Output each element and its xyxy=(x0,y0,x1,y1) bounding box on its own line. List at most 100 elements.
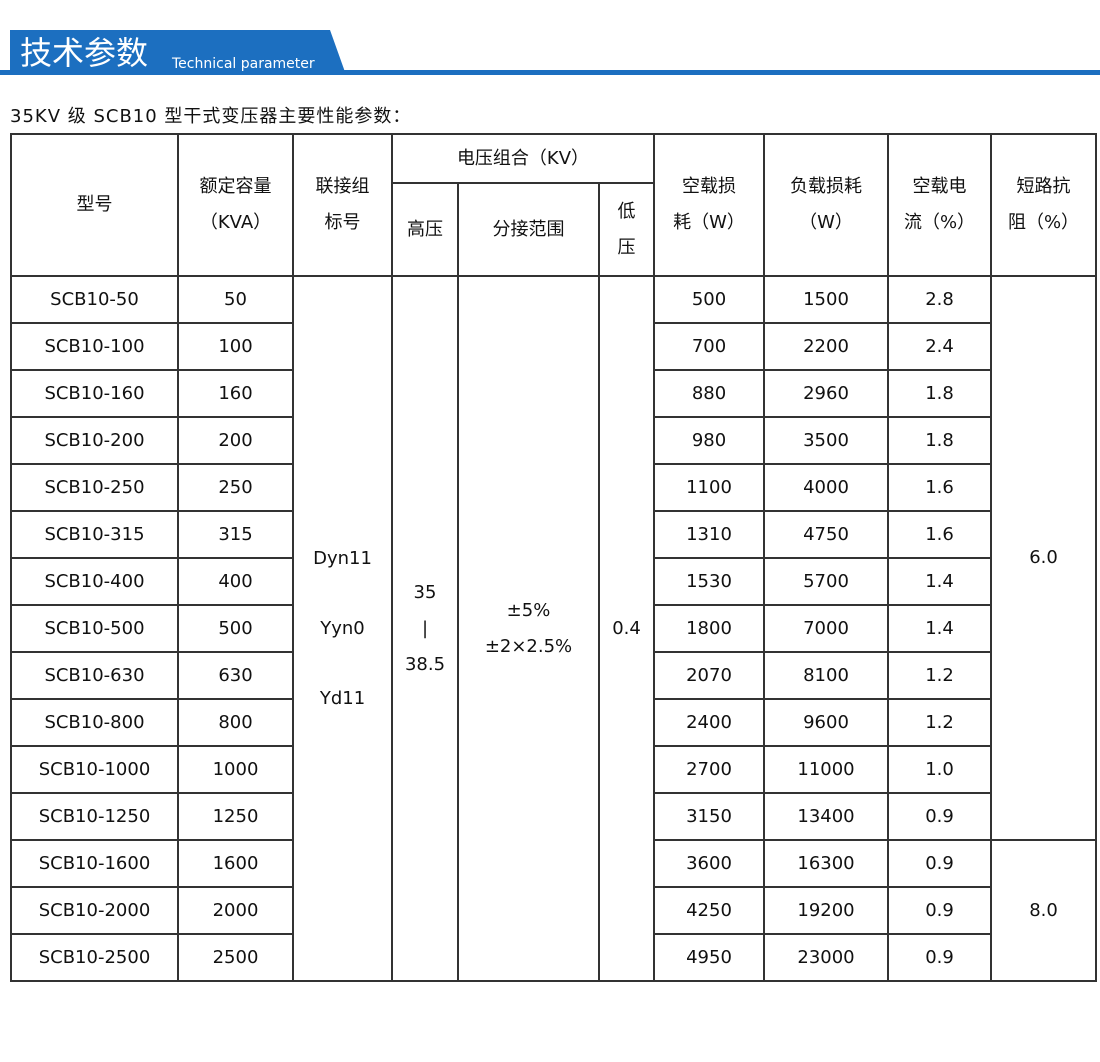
rule xyxy=(0,70,1100,75)
no-load-loss-cell: 2400 xyxy=(653,698,766,747)
no-load-loss-cell: 500 xyxy=(653,275,766,324)
no-load-current-cell: 2.4 xyxy=(887,322,993,371)
capacity-cell: 400 xyxy=(177,557,294,606)
low-voltage-cell: 0.4 xyxy=(597,275,656,982)
load-loss-cell: 4000 xyxy=(763,463,890,512)
data-row: SCB10-200 200 980 3500 1.8 xyxy=(10,416,1096,465)
tap-range-cell-line: ±5% xyxy=(506,599,551,621)
load-loss-cell: 11000 xyxy=(763,745,890,794)
connection-cell: Dyn11 Yyn0 Yd11 xyxy=(292,275,393,982)
capacity-cell: 160 xyxy=(177,369,294,418)
no-load-current-cell: 0.9 xyxy=(887,886,993,935)
model-cell: SCB10-1600 xyxy=(10,839,179,888)
table-head: 型号 额定容量 （KVA） 联接组 标号 电压组合（KV） 空载损 耗（W） 负载损耗 （W） 空载… xyxy=(10,133,1098,277)
load-loss-cell: 19200 xyxy=(763,886,890,935)
header-cell-line: 短路抗 xyxy=(1016,176,1071,197)
no-load-current-cell: 1.0 xyxy=(887,745,993,794)
connection-cell-line: Yd11 xyxy=(319,687,366,709)
header-cell: 额定容量 （KVA） xyxy=(177,133,294,277)
no-load-loss-cell: 880 xyxy=(653,369,766,418)
model-cell: SCB10-1250 xyxy=(10,792,179,841)
high-voltage-cell: 35 | 38.5 xyxy=(391,275,459,982)
header-cell-line: 高压 xyxy=(407,218,443,240)
capacity-cell: 50 xyxy=(177,275,294,324)
model-cell: SCB10-2500 xyxy=(10,933,179,982)
header-cell-line: 电压组合（KV） xyxy=(456,147,590,169)
capacity-cell: 315 xyxy=(177,510,294,559)
load-loss-cell: 23000 xyxy=(763,933,890,982)
load-loss-cell: 2200 xyxy=(763,322,890,371)
subtitle: Technical parameter xyxy=(171,56,315,72)
header-cell-line: 低 xyxy=(617,200,636,222)
header-cell-line: 耗（W） xyxy=(673,212,745,233)
header-cell: 负载损耗 （W） xyxy=(763,133,890,277)
no-load-loss-cell: 2070 xyxy=(653,651,766,700)
data-row: SCB10-2500 2500 4950 23000 0.9 xyxy=(10,933,1096,982)
data-row: SCB10-250 250 1100 4000 1.6 xyxy=(10,463,1096,512)
load-loss-cell: 5700 xyxy=(763,557,890,606)
header-cell-line: 分接范围 xyxy=(492,218,565,240)
no-load-loss-cell: 4250 xyxy=(653,886,766,935)
no-load-loss-cell: 1530 xyxy=(653,557,766,606)
data-row: SCB10-1600 1600 3600 16300 0.9 8.0 xyxy=(10,839,1098,982)
model-cell: SCB10-50 xyxy=(10,275,179,324)
high-voltage-cell-line: | xyxy=(421,617,429,639)
no-load-current-cell: 0.9 xyxy=(887,792,993,841)
data-row: SCB10-100 100 700 2200 2.4 xyxy=(10,322,1096,371)
header-cell-line: 空载电 xyxy=(912,176,967,197)
load-loss-cell: 1500 xyxy=(763,275,890,324)
capacity-cell: 630 xyxy=(177,651,294,700)
header-cell-line: 负载损耗 xyxy=(790,176,863,197)
capacity-cell: 200 xyxy=(177,416,294,465)
caption: 35KV 级 SCB10 型干式变压器主要性能参数： xyxy=(10,106,412,127)
model-cell: SCB10-250 xyxy=(10,463,179,512)
connection-cell-line: Dyn11 xyxy=(313,547,372,569)
model-cell: SCB10-500 xyxy=(10,604,179,653)
table-body: SCB10-50 50 Dyn11 Yyn0 Yd11 35 | 38.5 ±5% ±2×2.5%… xyxy=(10,275,1098,982)
load-loss-cell: 7000 xyxy=(763,604,890,653)
load-loss-cell: 13400 xyxy=(763,792,890,841)
header-cell: 短路抗阻（%） xyxy=(990,133,1098,277)
no-load-current-cell: 1.4 xyxy=(887,557,993,606)
capacity-cell: 1250 xyxy=(177,792,294,841)
header-bar: 技术参数 Technical parameter xyxy=(0,30,1100,75)
no-load-loss-cell: 980 xyxy=(653,416,766,465)
no-load-loss-cell: 1310 xyxy=(653,510,766,559)
header-cell: 分接范围 xyxy=(457,182,600,277)
no-load-current-cell: 1.2 xyxy=(887,698,993,747)
data-row: SCB10-630 630 2070 8100 1.2 xyxy=(10,651,1096,700)
no-load-current-cell: 1.8 xyxy=(887,416,993,465)
header-cell-line: 空载损 xyxy=(682,176,737,197)
no-load-loss-cell: 700 xyxy=(653,322,766,371)
capacity-cell: 500 xyxy=(177,604,294,653)
load-loss-cell: 9600 xyxy=(763,698,890,747)
header-cell-line: （KVA） xyxy=(199,212,272,233)
model-cell: SCB10-630 xyxy=(10,651,179,700)
capacity-cell: 1000 xyxy=(177,745,294,794)
tab xyxy=(10,30,345,72)
no-load-loss-cell: 3600 xyxy=(653,839,766,888)
no-load-loss-cell: 1100 xyxy=(653,463,766,512)
no-load-current-cell: 0.9 xyxy=(887,839,993,888)
no-load-current-cell: 2.8 xyxy=(887,275,993,324)
load-loss-cell: 16300 xyxy=(763,839,890,888)
header-cell: 空载电 流（%） xyxy=(887,133,993,277)
data-row: SCB10-1250 1250 3150 13400 0.9 xyxy=(10,792,1096,841)
no-load-current-cell: 0.9 xyxy=(887,933,993,982)
capacity-cell: 800 xyxy=(177,698,294,747)
impedance-cell: 8.0 xyxy=(990,839,1098,982)
capacity-cell: 100 xyxy=(177,322,294,371)
data-row: SCB10-50 50 Dyn11 Yyn0 Yd11 35 | 38.5 ±5% ±2×2.5%… xyxy=(10,275,1098,982)
no-load-current-cell: 1.8 xyxy=(887,369,993,418)
data-row: SCB10-400 400 1530 5700 1.4 xyxy=(10,557,1096,606)
model-cell: SCB10-160 xyxy=(10,369,179,418)
model-cell: SCB10-800 xyxy=(10,698,179,747)
header-cell-line: 型号 xyxy=(76,194,113,215)
header-cell: 型号 xyxy=(10,133,179,277)
connection-cell-line: Yyn0 xyxy=(320,617,365,639)
header-cell: 联接组 标号 xyxy=(292,133,393,277)
no-load-current-cell: 1.6 xyxy=(887,510,993,559)
header-cell-line: 阻（%） xyxy=(1007,212,1080,233)
title: 技术参数 xyxy=(20,34,148,72)
